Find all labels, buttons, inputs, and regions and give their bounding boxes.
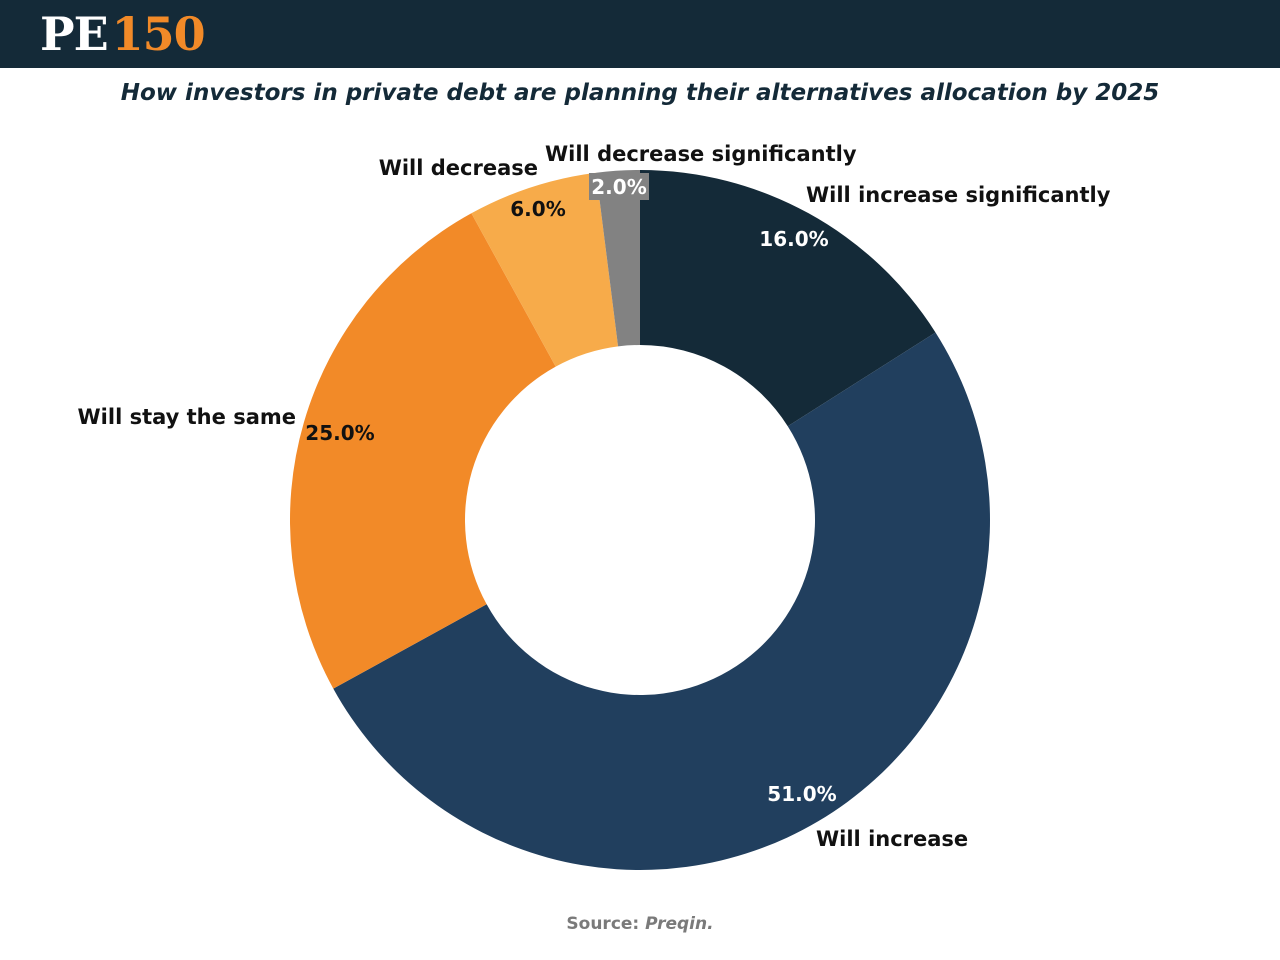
value-label-will-increase-significantly: 16.0% [759,227,828,251]
slice-will-increase-significantly [640,170,936,427]
value-label-will-decrease: 6.0% [510,197,565,221]
logo-pe-text: PE [40,7,109,61]
category-label-will-decrease: Will decrease [379,156,538,180]
value-label-bg-will-decrease-significantly [589,173,649,200]
value-label-will-stay-the-same: 25.0% [305,421,374,445]
category-label-will-decrease-significantly: Will decrease significantly [545,142,857,166]
pe150-logo: PE150 [40,6,206,62]
category-label-will-stay-the-same: Will stay the same [78,405,296,429]
logo-number-text: 150 [111,7,206,61]
slice-will-decrease-significantly [596,170,640,347]
value-label-will-decrease-significantly: 2.0% [591,175,646,199]
slice-will-decrease [471,172,619,367]
chart-title: How investors in private debt are planni… [120,80,1160,106]
header-bar: PE150 [0,0,1280,68]
slice-will-increase [333,332,991,871]
category-label-will-increase-significantly: Will increase significantly [806,183,1111,207]
source-note: Source: Preqin. [0,914,1280,934]
value-label-will-increase: 51.0% [767,782,836,806]
source-name: Preqin. [645,914,714,934]
source-prefix: Source: [566,914,640,934]
category-label-will-increase: Will increase [816,827,968,851]
slice-will-stay-the-same [290,213,556,689]
